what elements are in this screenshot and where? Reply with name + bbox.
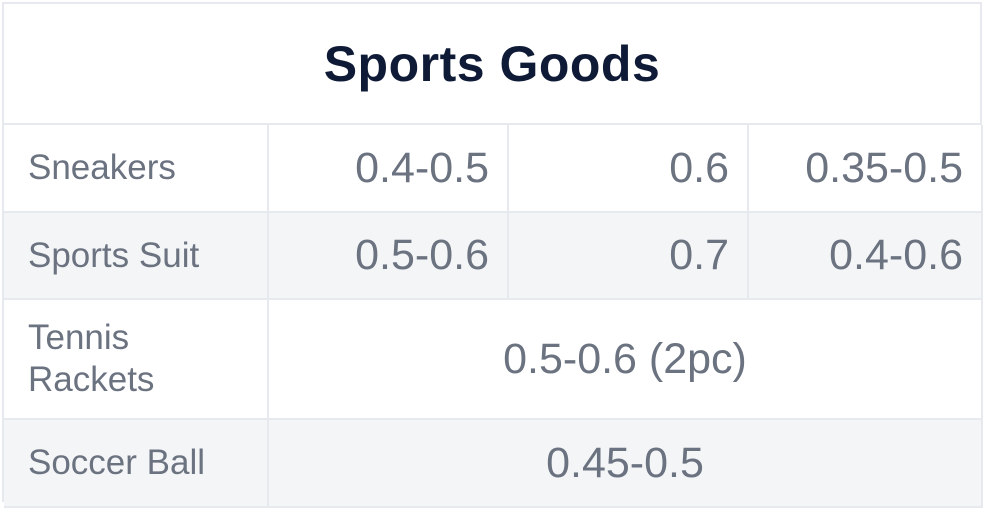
cell-value: 0.6	[508, 125, 749, 213]
table-title-row: Sports Goods	[4, 4, 982, 125]
merged-cell-value: 0.45-0.5	[268, 419, 983, 508]
row-label: Sports Suit	[4, 212, 269, 300]
table-row-tennis-rackets: Tennis Rackets 0.5-0.6 (2pc)	[4, 299, 983, 420]
row-label: Tennis Rackets	[4, 299, 269, 420]
merged-cell-value: 0.5-0.6 (2pc)	[268, 299, 983, 420]
table-row-soccer-ball: Soccer Ball 0.45-0.5	[4, 419, 983, 508]
cell-value: 0.4-0.5	[268, 125, 509, 213]
cell-value: 0.5-0.6	[268, 212, 509, 300]
table-row-sports-suit: Sports Suit 0.5-0.6 0.7 0.4-0.6	[4, 212, 983, 300]
cell-value: 0.35-0.5	[748, 125, 983, 213]
cell-value: 0.4-0.6	[748, 212, 983, 300]
table-title: Sports Goods	[323, 35, 661, 92]
row-label: Soccer Ball	[4, 419, 269, 508]
row-label: Sneakers	[4, 125, 269, 213]
table-row-sneakers: Sneakers 0.4-0.5 0.6 0.35-0.5	[4, 125, 983, 213]
cell-value: 0.7	[508, 212, 749, 300]
data-table: Sneakers 0.4-0.5 0.6 0.35-0.5 Sports Sui…	[4, 125, 983, 508]
